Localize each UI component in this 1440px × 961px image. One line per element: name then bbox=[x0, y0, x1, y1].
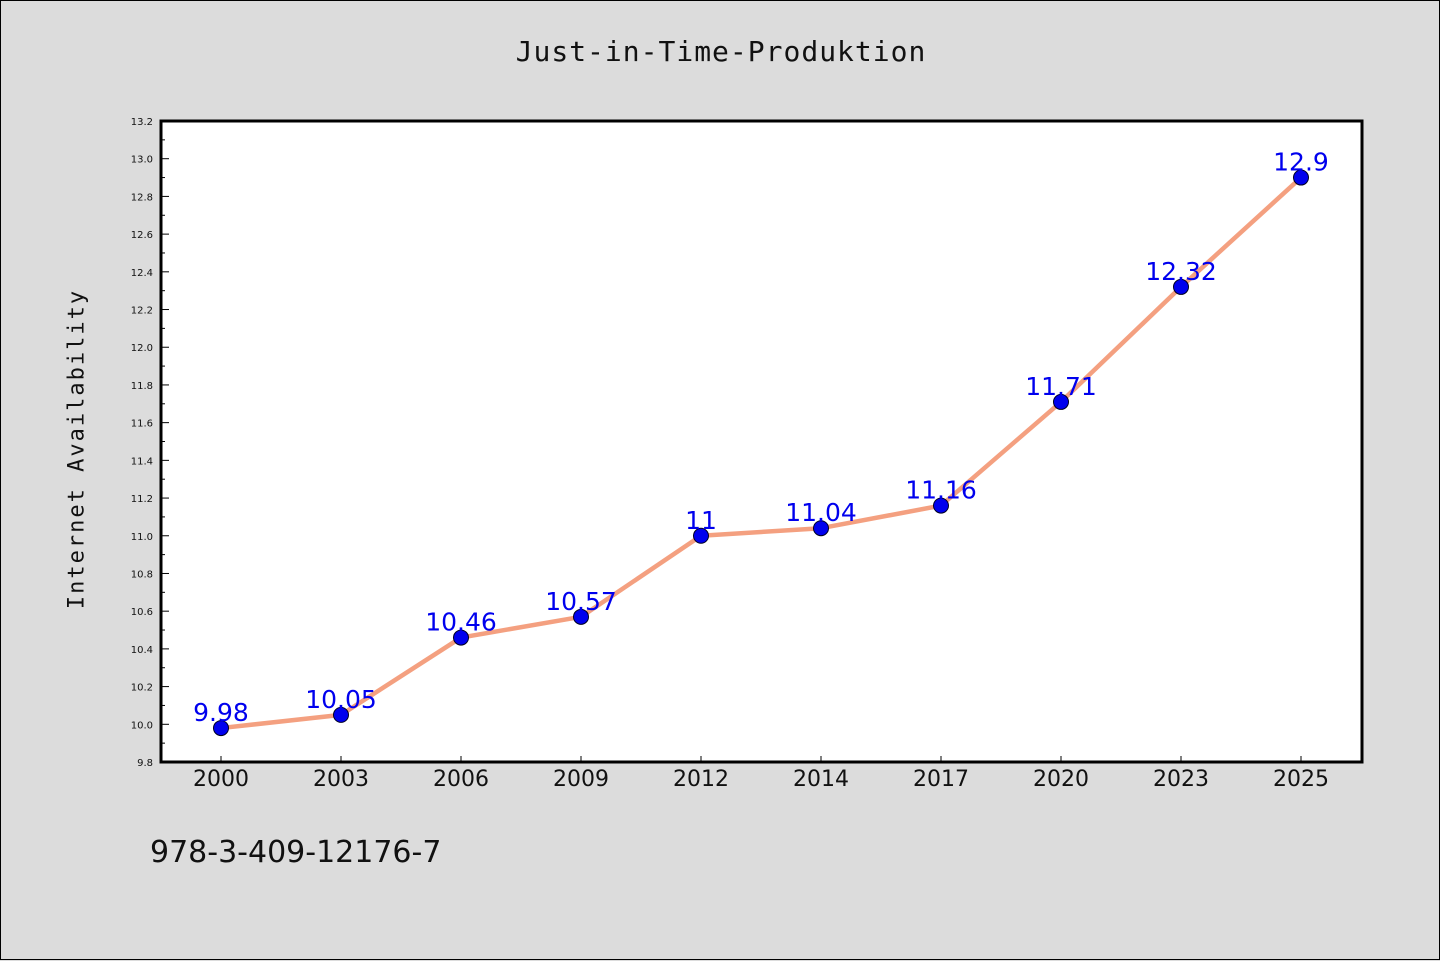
x-tick-label: 2012 bbox=[673, 767, 729, 792]
x-tick-label: 2006 bbox=[433, 767, 489, 792]
x-tick-label: 2023 bbox=[1153, 767, 1209, 792]
data-point bbox=[1293, 169, 1309, 186]
y-tick-label: 10.4 bbox=[131, 645, 153, 656]
x-tick-label: 2003 bbox=[313, 767, 369, 792]
data-point bbox=[573, 608, 589, 625]
y-tick-label: 11.6 bbox=[131, 419, 153, 430]
data-label: 11 bbox=[685, 506, 717, 535]
y-tick-label: 11.0 bbox=[131, 532, 153, 543]
x-tick-label: 2009 bbox=[553, 767, 609, 792]
x-tick-label: 2025 bbox=[1273, 767, 1329, 792]
data-point bbox=[1053, 393, 1069, 410]
y-tick-label: 9.8 bbox=[137, 758, 153, 769]
data-label: 11.04 bbox=[785, 498, 857, 527]
x-tick-label: 2014 bbox=[793, 767, 849, 792]
y-tick-label: 10.0 bbox=[131, 720, 153, 731]
data-label: 10.57 bbox=[545, 587, 617, 616]
data-point bbox=[213, 720, 229, 737]
x-tick-label: 2017 bbox=[913, 767, 969, 792]
chart-title: Just-in-Time-Produktion bbox=[515, 35, 927, 68]
data-label: 11.16 bbox=[905, 476, 977, 505]
data-label: 12.32 bbox=[1145, 257, 1217, 286]
y-tick-label: 11.2 bbox=[131, 494, 153, 505]
plot-frame bbox=[159, 119, 1364, 764]
data-label: 10.05 bbox=[305, 685, 377, 714]
data-point bbox=[813, 520, 829, 537]
isbn-footnote: 978-3-409-12176-7 bbox=[150, 835, 442, 870]
y-tick-label: 12.4 bbox=[131, 268, 153, 279]
y-tick-label: 12.8 bbox=[131, 192, 153, 203]
y-tick-label: 13.2 bbox=[131, 117, 153, 128]
x-tick-label: 2000 bbox=[193, 767, 249, 792]
series-line bbox=[218, 175, 1304, 731]
plot-area bbox=[161, 121, 1362, 762]
data-label: 12.9 bbox=[1273, 148, 1329, 177]
y-tick-label: 12.0 bbox=[131, 343, 153, 354]
y-tick-label: 10.2 bbox=[131, 683, 153, 694]
data-label: 9.98 bbox=[193, 698, 249, 727]
data-point bbox=[1173, 278, 1189, 295]
y-tick-label: 10.6 bbox=[131, 607, 153, 618]
data-point bbox=[333, 706, 349, 723]
data-label: 10.46 bbox=[425, 608, 497, 637]
data-point bbox=[453, 629, 469, 646]
x-tick-label: 2020 bbox=[1033, 767, 1089, 792]
data-point bbox=[933, 497, 949, 514]
data-label: 11.71 bbox=[1025, 372, 1097, 401]
y-tick-label: 12.6 bbox=[131, 230, 153, 241]
y-tick-label: 11.8 bbox=[131, 381, 153, 392]
y-tick-label: 10.8 bbox=[131, 569, 153, 580]
y-tick-label: 13.0 bbox=[131, 155, 153, 166]
y-tick-label: 12.2 bbox=[131, 306, 153, 317]
y-tick-label: 11.4 bbox=[131, 456, 153, 467]
data-point bbox=[693, 527, 709, 544]
